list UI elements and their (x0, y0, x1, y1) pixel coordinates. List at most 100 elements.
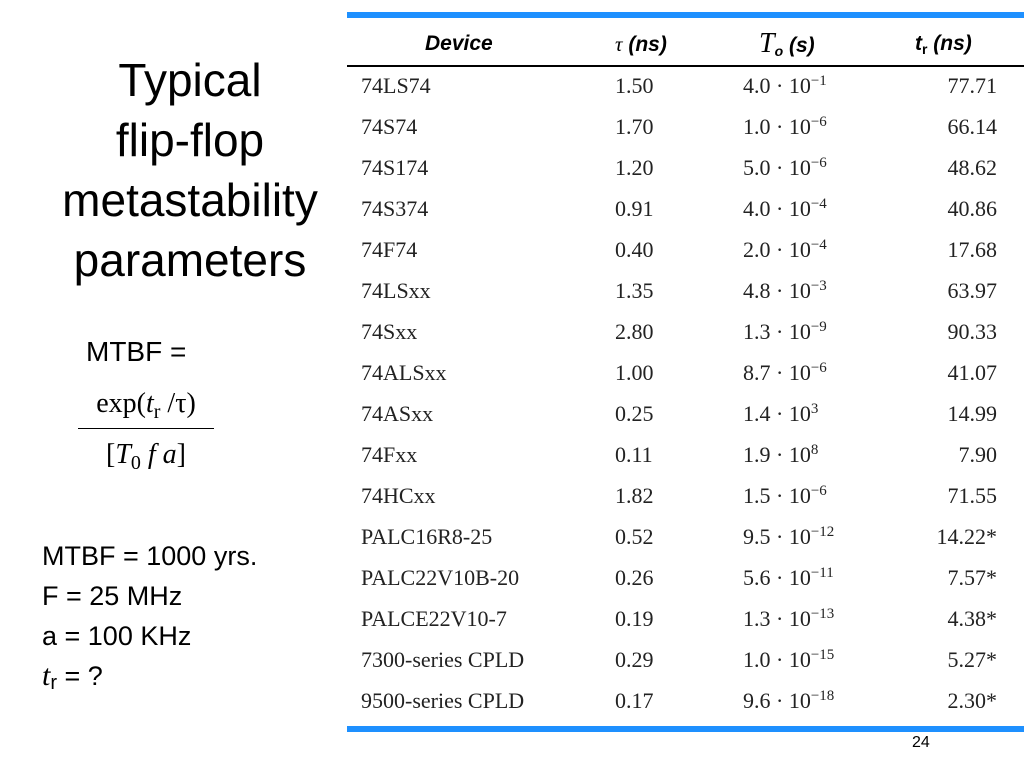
given-tr-rest: = ? (57, 661, 103, 691)
cell-t0-mantissa: 9.5 · 10 (743, 524, 811, 549)
cell-tau: 0.29 (615, 647, 654, 672)
table-row: 74HCxx 1.82 1.5 · 10−6 71.55 (347, 477, 1024, 518)
table-row: 74ALSxx 1.00 8.7 · 10−6 41.07 (347, 354, 1024, 395)
title-line: Typical (118, 54, 262, 106)
header-t0-sub: o (774, 43, 784, 59)
table-row: PALC16R8-25 0.52 9.5 · 10−12 14.22* (347, 518, 1024, 559)
cell-tau: 0.40 (615, 237, 654, 262)
cell-device: 74S74 (361, 114, 418, 139)
table-row: 9500-series CPLD 0.17 9.6 · 10−18 2.30* (347, 682, 1024, 723)
cell-device: 74ASxx (361, 401, 434, 426)
title-line: metastability (62, 174, 318, 226)
table-body: 74LS74 1.50 4.0 · 10−1 77.71 74S74 1.70 1.0 · … (347, 67, 1024, 723)
header-tau-sym: τ (615, 32, 623, 56)
cell-t0: 4.8 · 10−3 (743, 278, 827, 304)
cell-device: 74F74 (361, 237, 418, 262)
table-bottom-rule (347, 726, 1024, 732)
header-tr: tr (ns) (915, 24, 972, 64)
cell-device: 74S374 (361, 196, 429, 221)
table-row: 74Fxx 0.11 1.9 · 108 7.90 (347, 436, 1024, 477)
cell-tau: 0.52 (615, 524, 654, 549)
cell-t0-mantissa: 9.6 · 10 (743, 688, 811, 713)
cell-t0-mantissa: 1.4 · 10 (743, 401, 811, 426)
num-sub: r (153, 401, 161, 423)
table-row: 74S74 1.70 1.0 · 10−6 66.14 (347, 108, 1024, 149)
cell-tr: 63.97 (947, 278, 998, 303)
den-var: T (115, 439, 131, 470)
den-open: [ (105, 439, 116, 470)
cell-tr: 4.38* (947, 606, 998, 631)
cell-t0: 1.0 · 10−6 (743, 114, 827, 140)
cell-device: PALC22V10B-20 (361, 565, 520, 590)
cell-tr: 66.14 (947, 114, 998, 139)
cell-tr: 7.90 (958, 442, 998, 467)
cell-device: 74Fxx (361, 442, 418, 467)
cell-t0-mantissa: 2.0 · 10 (743, 237, 811, 262)
cell-tau: 1.00 (615, 360, 654, 385)
cell-device: 74Sxx (361, 319, 418, 344)
table-top-rule (347, 12, 1024, 18)
given-values: MTBF = 1000 yrs. F = 25 MHz a = 100 KHz … (42, 536, 257, 703)
den-close: ] (176, 439, 186, 470)
cell-tau: 0.25 (615, 401, 654, 426)
fraction-numerator: exp(tr /τ) (78, 384, 214, 424)
given-f: F = 25 MHz (42, 581, 183, 611)
table-row: 74S174 1.20 5.0 · 10−6 48.62 (347, 149, 1024, 190)
header-tr-sub: r (922, 41, 928, 57)
table-header-rule (347, 65, 1024, 67)
cell-t0: 1.3 · 10−9 (743, 319, 827, 345)
cell-tr: 2.30* (947, 688, 998, 713)
cell-tr: 5.27* (947, 647, 998, 672)
cell-tau: 0.11 (615, 442, 653, 467)
given-tr: tr = ? (42, 656, 257, 703)
fraction-denominator: [T0 f a] (78, 435, 214, 475)
cell-t0-exponent: 3 (810, 401, 819, 417)
cell-tau: 1.35 (615, 278, 654, 303)
cell-t0-exponent: −9 (810, 319, 827, 335)
cell-t0-mantissa: 1.9 · 10 (743, 442, 811, 467)
cell-device: PALC16R8-25 (361, 524, 493, 549)
cell-t0-exponent: −6 (810, 360, 827, 376)
title-line: parameters (73, 234, 307, 286)
cell-device: 74ALSxx (361, 360, 447, 385)
table-row: 7300-series CPLD 0.29 1.0 · 10−15 5.27* (347, 641, 1024, 682)
cell-t0-exponent: 8 (810, 442, 819, 458)
cell-t0-exponent: −6 (810, 483, 827, 499)
cell-tr: 14.99 (947, 401, 998, 426)
header-tr-unit: (ns) (927, 32, 972, 55)
cell-device: 74LSxx (361, 278, 431, 303)
cell-t0: 2.0 · 10−4 (743, 237, 827, 263)
num-var: t (145, 388, 154, 419)
cell-t0-mantissa: 5.6 · 10 (743, 565, 811, 590)
fraction-bar (78, 428, 214, 429)
header-t0: To (s) (759, 24, 815, 64)
cell-tr: 77.71 (947, 73, 998, 98)
table-row: 74LSxx 1.35 4.8 · 10−3 63.97 (347, 272, 1024, 313)
page-number: 24 (912, 734, 930, 751)
header-tau-unit: (ns) (622, 33, 667, 56)
given-a: a = 100 KHz (42, 621, 192, 651)
cell-tr: 7.57* (947, 565, 998, 590)
given-tr-var: t (42, 659, 51, 692)
header-tr-sym: t (915, 32, 922, 55)
cell-t0: 1.9 · 108 (743, 442, 818, 468)
cell-t0-exponent: −12 (810, 524, 835, 540)
num-suffix: /τ) (160, 388, 196, 419)
cell-tr: 41.07 (947, 360, 998, 385)
cell-t0-exponent: −13 (810, 606, 835, 622)
cell-t0: 5.6 · 10−11 (743, 565, 834, 591)
cell-device: PALCE22V10-7 (361, 606, 507, 631)
cell-t0-exponent: −6 (810, 155, 827, 171)
cell-tr: 48.62 (947, 155, 998, 180)
table-row: PALCE22V10-7 0.19 1.3 · 10−13 4.38* (347, 600, 1024, 641)
cell-tr: 90.33 (947, 319, 998, 344)
cell-t0: 1.3 · 10−13 (743, 606, 834, 632)
cell-t0-mantissa: 8.7 · 10 (743, 360, 811, 385)
cell-tr: 40.86 (947, 196, 998, 221)
title-line: flip-flop (115, 114, 265, 166)
cell-t0: 4.0 · 10−4 (743, 196, 827, 222)
cell-t0-mantissa: 4.0 · 10 (743, 73, 811, 98)
cell-device: 74LS74 (361, 73, 431, 98)
cell-t0: 1.0 · 10−15 (743, 647, 834, 673)
cell-device: 7300-series CPLD (361, 647, 525, 672)
